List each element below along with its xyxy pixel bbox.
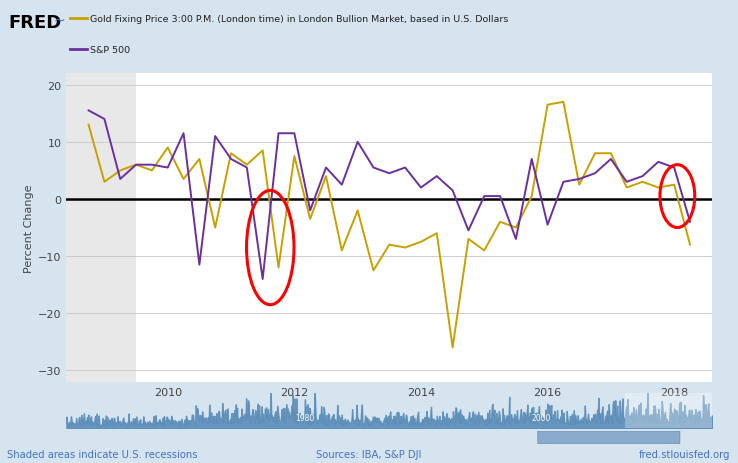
Text: Shaded areas indicate U.S. recessions: Shaded areas indicate U.S. recessions: [7, 449, 198, 459]
Text: Gold Fixing Price 3:00 P.M. (London time) in London Bullion Market, based in U.S: Gold Fixing Price 3:00 P.M. (London time…: [90, 15, 508, 24]
Text: ~: ~: [53, 14, 65, 28]
Text: fred.stlouisfed.org: fred.stlouisfed.org: [639, 449, 731, 459]
FancyBboxPatch shape: [538, 431, 680, 444]
Text: 2000: 2000: [531, 413, 551, 422]
Bar: [625, 394, 717, 428]
Text: 1980: 1980: [296, 413, 315, 422]
Bar: [66, 74, 136, 382]
Text: FRED: FRED: [9, 14, 62, 32]
Text: S&P 500: S&P 500: [90, 45, 130, 55]
Y-axis label: Percent Change: Percent Change: [24, 184, 34, 272]
Text: Sources: IBA, S&P DJI: Sources: IBA, S&P DJI: [317, 449, 421, 459]
